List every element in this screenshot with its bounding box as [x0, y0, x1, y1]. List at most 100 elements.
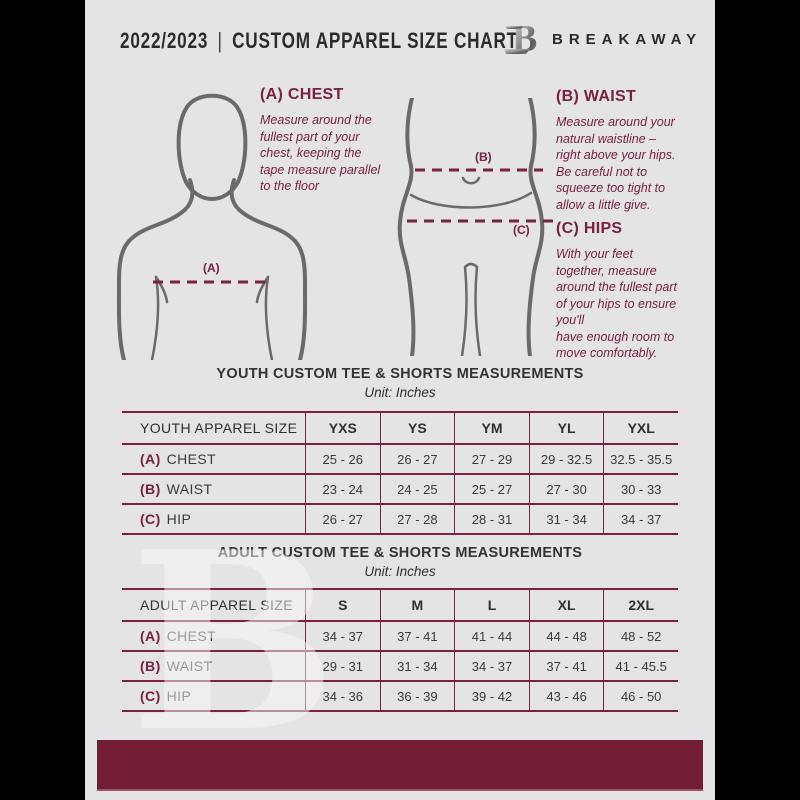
table-cell: 41 - 45.5	[603, 652, 678, 680]
adult-col-header: M	[379, 590, 455, 620]
row-label-prefix: (C)	[140, 688, 161, 704]
table-cell: 30 - 33	[603, 475, 678, 503]
table-cell: 27 - 28	[379, 505, 455, 533]
row-label-text: CHEST	[166, 628, 217, 644]
adult-table-unit: Unit: Inches	[364, 564, 436, 579]
breakaway-b-logo-icon: B	[504, 18, 537, 60]
row-label-prefix: (B)	[140, 481, 161, 497]
youth-size-table: YOUTH APPAREL SIZE YXS YS YM YL YXL (A) …	[122, 411, 678, 535]
table-cell: 26 - 27	[305, 505, 380, 533]
table-cell: 44 - 48	[528, 622, 604, 650]
row-label-text: WAIST	[166, 481, 213, 497]
row-label: (C) HIP	[122, 505, 305, 533]
table-cell: 36 - 39	[379, 682, 455, 710]
youth-waist-row: (B) WAIST 23 - 24 24 - 25 25 - 27 27 - 3…	[122, 473, 678, 503]
title-main: CUSTOM APPAREL SIZE CHART	[232, 28, 518, 53]
youth-col-header: YOUTH APPAREL SIZE	[140, 420, 298, 436]
adult-col-header: L	[454, 590, 529, 620]
youth-col-header: YS	[379, 413, 455, 443]
brand-block: B BREAKAWAY	[500, 16, 702, 62]
lower-body-figure: (B) (C)	[395, 98, 560, 356]
table-cell: 34 - 36	[305, 682, 380, 710]
adult-col-header: S	[305, 590, 380, 620]
waist-guide-heading: (B) WAIST	[556, 88, 637, 105]
table-cell: 41 - 44	[454, 622, 529, 650]
row-label: (A) CHEST	[122, 622, 305, 650]
table-cell: 46 - 50	[603, 682, 678, 710]
row-label-prefix: (A)	[140, 628, 161, 644]
table-cell: 34 - 37	[603, 505, 678, 533]
table-cell: 27 - 30	[528, 475, 604, 503]
brand-name: BREAKAWAY	[552, 30, 703, 48]
size-chart-page: 2022/2023 | CUSTOM APPAREL SIZE CHART B BR…	[85, 0, 715, 800]
row-label-text: CHEST	[166, 451, 217, 467]
adult-table-title: ADULT CUSTOM TEE & SHORTS MEASUREMENTS	[217, 545, 583, 561]
youth-col-header: YL	[528, 413, 604, 443]
table-cell: 25 - 26	[305, 445, 380, 473]
adult-waist-row: (B) WAIST 29 - 31 31 - 34 34 - 37 37 - 4…	[122, 650, 678, 680]
youth-col-header: YXL	[603, 413, 678, 443]
adult-header-row: ADULT APPAREL SIZE S M L XL 2XL	[122, 588, 678, 620]
table-cell: 26 - 27	[379, 445, 455, 473]
row-label-text: HIP	[166, 688, 192, 704]
row-label: (B) WAIST	[122, 652, 305, 680]
table-cell: 39 - 42	[454, 682, 529, 710]
upper-body-figure: (A)	[115, 85, 310, 360]
table-cell: 34 - 37	[305, 622, 380, 650]
document-title: 2022/2023 | CUSTOM APPAREL SIZE CHART	[120, 28, 518, 54]
waist-guide: (B) WAIST Measure around your natural wa…	[556, 88, 706, 213]
adult-col-header: 2XL	[603, 590, 678, 620]
chest-marker-label: (A)	[203, 261, 220, 275]
table-cell: 23 - 24	[305, 475, 380, 503]
table-cell: 31 - 34	[379, 652, 455, 680]
table-cell: 28 - 31	[454, 505, 529, 533]
row-label-prefix: (B)	[140, 658, 161, 674]
table-cell: 29 - 31	[305, 652, 380, 680]
hips-outline-graphic	[397, 98, 558, 356]
youth-table-unit: Unit: Inches	[364, 385, 436, 400]
title-year: 2022/2023	[120, 28, 209, 53]
adult-chest-row: (A) CHEST 34 - 37 37 - 41 41 - 44 44 - 4…	[122, 620, 678, 650]
table-cell: 43 - 46	[528, 682, 604, 710]
youth-col-header: YXS	[305, 413, 380, 443]
row-label-text: HIP	[166, 511, 192, 527]
adult-hip-row: (C) HIP 34 - 36 36 - 39 39 - 42 43 - 46 …	[122, 680, 678, 710]
table-cell: 24 - 25	[379, 475, 455, 503]
adult-size-table: ADULT APPAREL SIZE S M L XL 2XL (A) CHES…	[122, 588, 678, 712]
footer-bar	[97, 740, 703, 791]
hip-marker-label: (C)	[513, 223, 530, 237]
row-label: (A) CHEST	[122, 445, 305, 473]
chest-guide: (A) CHEST Measure around the fullest par…	[260, 86, 400, 195]
table-cell: 27 - 29	[454, 445, 529, 473]
table-cell: 34 - 37	[454, 652, 529, 680]
row-label-text: WAIST	[166, 658, 213, 674]
chest-guide-heading: (A) CHEST	[260, 86, 344, 103]
table-cell: 37 - 41	[379, 622, 455, 650]
waist-guide-body: Measure around your natural waistline – …	[556, 115, 676, 212]
table-cell: 32.5 - 35.5	[603, 445, 678, 473]
hips-guide: (C) HIPS With your feet together, measur…	[556, 220, 711, 362]
chest-guide-body: Measure around the fullest part of your …	[260, 113, 381, 193]
table-cell: 37 - 41	[528, 652, 604, 680]
table-cell: 31 - 34	[528, 505, 604, 533]
row-label: (C) HIP	[122, 682, 305, 710]
hips-guide-body: With your feet together, measure around …	[556, 247, 677, 360]
row-label-prefix: (C)	[140, 511, 161, 527]
youth-chest-row: (A) CHEST 25 - 26 26 - 27 27 - 29 29 - 3…	[122, 443, 678, 473]
waist-marker-label: (B)	[475, 150, 492, 164]
table-cell: 25 - 27	[454, 475, 529, 503]
adult-col-header: XL	[528, 590, 604, 620]
table-cell: 48 - 52	[603, 622, 678, 650]
adult-col-header: ADULT APPAREL SIZE	[140, 597, 293, 613]
row-label: (B) WAIST	[122, 475, 305, 503]
youth-col-header: YM	[454, 413, 529, 443]
torso-outline-graphic	[116, 93, 308, 360]
youth-header-row: YOUTH APPAREL SIZE YXS YS YM YL YXL	[122, 411, 678, 443]
youth-hip-row: (C) HIP 26 - 27 27 - 28 28 - 31 31 - 34 …	[122, 503, 678, 533]
row-label-prefix: (A)	[140, 451, 161, 467]
table-cell: 29 - 32.5	[528, 445, 604, 473]
hips-guide-heading: (C) HIPS	[556, 220, 623, 237]
title-separator: |	[217, 28, 223, 53]
youth-table-title: YOUTH CUSTOM TEE & SHORTS MEASUREMENTS	[216, 366, 584, 382]
